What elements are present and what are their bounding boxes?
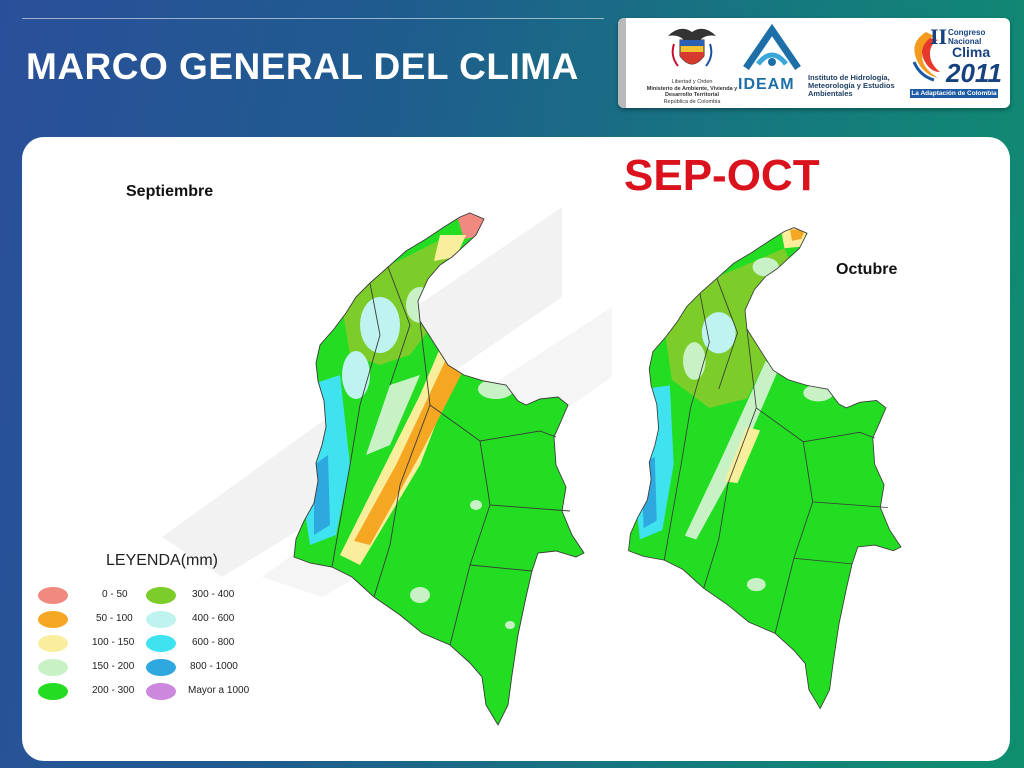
legend-swatch [146, 611, 176, 628]
legend-swatch [38, 587, 68, 604]
congreso-word3: Clima [952, 44, 991, 60]
legend-range: 800 - 1000 [190, 661, 238, 672]
coat-of-arms-icon [668, 28, 716, 67]
congreso-year: 2011 [946, 58, 1002, 88]
legend-swatch [146, 683, 176, 700]
ideam-description: Instituto de Hidrología, Meteorología y … [808, 73, 895, 98]
content-panel: Septiembre SEP-OCT Octubre [22, 137, 1010, 761]
congreso-clima-logo: II Congreso Nacional Clima 2011 La Adapt… [908, 22, 1004, 106]
congreso-roman: II [930, 24, 948, 49]
ideam-mark-icon [743, 24, 801, 70]
legend-range: 0 - 50 [102, 589, 128, 600]
congreso-swirl-icon [912, 32, 940, 82]
period-title: SEP-OCT [624, 151, 820, 200]
legend-swatch [146, 635, 176, 652]
legend-range: 200 - 300 [92, 685, 135, 696]
gov-country: República de Colombia [663, 98, 721, 105]
september-precipitation-map [293, 212, 585, 726]
congreso-word1: Congreso [948, 28, 986, 37]
legend-swatch [38, 611, 68, 628]
legend: 0 - 50 50 - 100 100 - 150 150 - 200 200 … [38, 585, 268, 715]
legend-range: Mayor a 1000 [188, 685, 250, 696]
october-precipitation-map [628, 227, 902, 710]
gov-motto: Libertad y Orden [671, 79, 713, 85]
logo-strip-edge [618, 18, 626, 108]
legend-swatch [38, 635, 68, 652]
legend-swatch [146, 587, 176, 604]
header-rule [22, 18, 604, 19]
legend-range: 50 - 100 [96, 613, 133, 624]
congreso-tagline: La Adaptación de Colombia [910, 89, 998, 98]
ideam-logo: IDEAM Instituto de Hidrología, Meteorolo… [738, 22, 898, 106]
legend-range: 100 - 150 [92, 637, 135, 648]
gov-ministry: Ministerio de Ambiente, Vivienda y Desar… [646, 85, 738, 99]
legend-range: 400 - 600 [192, 613, 235, 624]
legend-range: 300 - 400 [192, 589, 235, 600]
colombia-coat-of-arms-logo: Libertad y Orden Ministerio de Ambiente,… [642, 22, 742, 106]
map-left-label: Septiembre [126, 183, 214, 200]
slide-title: MARCO GENERAL DEL CLIMA [26, 46, 579, 87]
legend-swatch [38, 659, 68, 676]
map-right-label: Octubre [836, 261, 898, 278]
legend-range: 150 - 200 [92, 661, 135, 672]
congreso-word2: Nacional [948, 37, 982, 46]
legend-range: 600 - 800 [192, 637, 235, 648]
legend-swatch [146, 659, 176, 676]
legend-title: LEYENDA(mm) [106, 552, 219, 569]
legend-swatch [38, 683, 68, 700]
ideam-wordmark: IDEAM [738, 76, 795, 93]
logo-strip: Libertad y Orden Ministerio de Ambiente,… [618, 18, 1010, 108]
